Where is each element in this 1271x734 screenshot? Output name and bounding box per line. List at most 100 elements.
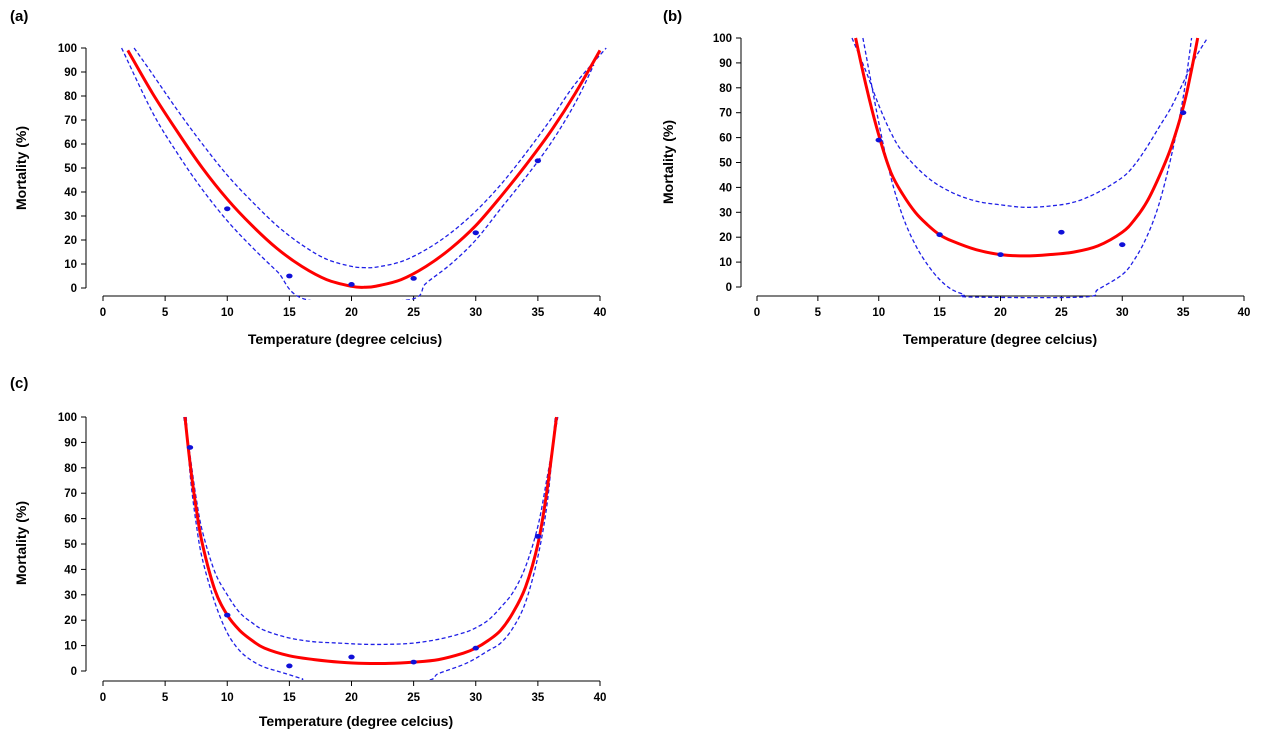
x-tick-label-c-40: 40 xyxy=(594,692,607,704)
points-c xyxy=(186,445,542,669)
y-tick-label-a-60: 60 xyxy=(64,139,77,151)
data-point-c-6 xyxy=(534,533,542,539)
y-tick-label-b-30: 30 xyxy=(719,207,732,219)
y-tick-label-c-30: 30 xyxy=(64,590,77,602)
x-tick-label-b-5: 5 xyxy=(815,307,822,319)
data-point-c-5 xyxy=(472,645,479,651)
x-tick-label-c-10: 10 xyxy=(221,692,234,704)
y-tick-label-a-100: 100 xyxy=(58,43,77,55)
data-point-c-3 xyxy=(348,654,355,660)
x-tick-label-b-25: 25 xyxy=(1055,307,1068,319)
x-axis-title-b: Temperature (degree celcius) xyxy=(903,331,1097,347)
y-tick-label-c-20: 20 xyxy=(64,615,77,627)
data-point-a-4 xyxy=(472,230,479,236)
curves-c xyxy=(183,416,559,680)
y-tick-label-c-60: 60 xyxy=(64,514,77,526)
data-point-b-2 xyxy=(997,252,1004,258)
data-point-a-0 xyxy=(224,206,231,212)
x-tick-label-b-0: 0 xyxy=(754,307,760,319)
x-tick-label-a-15: 15 xyxy=(283,307,296,319)
x-tick-label-a-10: 10 xyxy=(221,307,234,319)
x-axis-title-c: Temperature (degree celcius) xyxy=(259,713,453,729)
y-tick-label-b-50: 50 xyxy=(719,158,732,170)
y-tick-label-b-0: 0 xyxy=(726,282,732,294)
data-point-c-4 xyxy=(410,659,417,665)
y-tick-label-c-100: 100 xyxy=(58,412,77,424)
data-point-b-5 xyxy=(1179,110,1187,116)
panel-label-c: (c) xyxy=(10,375,28,392)
y-tick-label-c-70: 70 xyxy=(64,488,77,500)
ci-lower-line-c xyxy=(185,416,556,680)
x-tick-label-a-30: 30 xyxy=(469,307,482,319)
points-a xyxy=(224,158,542,287)
fit-line-b xyxy=(854,37,1200,258)
y-axis-title-b: Mortality (%) xyxy=(660,120,676,204)
y-tick-label-b-70: 70 xyxy=(719,108,732,120)
curves-a xyxy=(121,47,607,300)
data-point-b-4 xyxy=(1119,242,1126,248)
y-tick-label-a-80: 80 xyxy=(64,91,77,103)
x-tick-label-b-40: 40 xyxy=(1238,307,1251,319)
x-tick-label-a-25: 25 xyxy=(407,307,420,319)
x-tick-label-b-20: 20 xyxy=(994,307,1007,319)
data-point-c-2 xyxy=(286,663,293,669)
ticks-b: 0 10 20 30 40 50 60 70 80 90 100 0 5 10 15 20 25 30 35 40 xyxy=(713,33,1251,319)
data-point-a-1 xyxy=(286,273,293,279)
curves-b xyxy=(851,37,1209,299)
x-tick-label-c-0: 0 xyxy=(100,692,106,704)
x-tick-label-b-35: 35 xyxy=(1177,307,1190,319)
y-tick-label-b-60: 60 xyxy=(719,133,732,145)
fit-line-a xyxy=(126,49,602,289)
x-axis-title-a: Temperature (degree celcius) xyxy=(248,331,442,347)
x-tick-label-c-15: 15 xyxy=(283,692,296,704)
y-tick-label-c-0: 0 xyxy=(71,666,77,678)
data-point-b-1 xyxy=(936,232,943,238)
y-tick-label-b-100: 100 xyxy=(713,33,732,45)
data-point-a-2 xyxy=(348,282,355,287)
ci-upper-line-a xyxy=(133,47,607,269)
panel-label-a: (a) xyxy=(10,8,28,25)
ticks-c: 0 10 20 30 40 50 60 70 80 90 100 0 5 10 15 20 25 30 35 40 xyxy=(58,412,607,704)
y-axis-title-c: Mortality (%) xyxy=(13,501,29,585)
fit-line-c xyxy=(183,416,558,666)
data-point-a-5 xyxy=(534,158,542,164)
data-point-b-0 xyxy=(875,137,882,143)
x-tick-label-a-20: 20 xyxy=(345,307,358,319)
ci-lower-line-b xyxy=(862,37,1193,299)
chart-panel-a: (a) Mortality (%) Temperature (degree ce… xyxy=(10,8,607,347)
x-tick-label-c-20: 20 xyxy=(345,692,358,704)
y-tick-label-a-40: 40 xyxy=(64,187,77,199)
ci-upper-line-c xyxy=(183,416,559,646)
chart-panel-c: (c) Mortality (%) Temperature (degree ce… xyxy=(10,375,606,729)
y-tick-label-a-0: 0 xyxy=(71,283,77,295)
x-tick-label-b-10: 10 xyxy=(872,307,885,319)
x-tick-label-a-40: 40 xyxy=(594,307,607,319)
x-tick-label-c-30: 30 xyxy=(469,692,482,704)
data-point-a-3 xyxy=(410,276,417,281)
y-tick-label-b-10: 10 xyxy=(719,257,732,269)
y-tick-label-c-10: 10 xyxy=(64,641,77,653)
y-tick-label-b-40: 40 xyxy=(719,182,732,194)
ci-upper-line-b xyxy=(851,37,1209,208)
x-tick-label-c-25: 25 xyxy=(407,692,420,704)
y-tick-label-a-50: 50 xyxy=(64,163,77,175)
data-point-b-3 xyxy=(1058,229,1065,235)
x-tick-label-a-5: 5 xyxy=(162,307,169,319)
x-tick-label-a-35: 35 xyxy=(531,307,544,319)
y-tick-label-c-90: 90 xyxy=(64,437,77,449)
panel-label-b: (b) xyxy=(663,8,682,25)
ci-lower-line-a xyxy=(121,47,595,300)
x-tick-label-b-30: 30 xyxy=(1116,307,1129,319)
chart-panel-b: (b) Mortality (%) Temperature (degree ce… xyxy=(660,8,1250,347)
y-tick-label-a-10: 10 xyxy=(64,259,77,271)
y-tick-label-b-20: 20 xyxy=(719,232,732,244)
points-b xyxy=(875,110,1187,258)
y-tick-label-a-20: 20 xyxy=(64,235,77,247)
x-tick-label-b-15: 15 xyxy=(933,307,946,319)
y-axis-title-a: Mortality (%) xyxy=(13,126,29,210)
y-tick-label-b-80: 80 xyxy=(719,83,732,95)
y-tick-label-c-50: 50 xyxy=(64,539,77,551)
data-point-c-1 xyxy=(224,612,231,618)
y-tick-label-b-90: 90 xyxy=(719,58,732,70)
